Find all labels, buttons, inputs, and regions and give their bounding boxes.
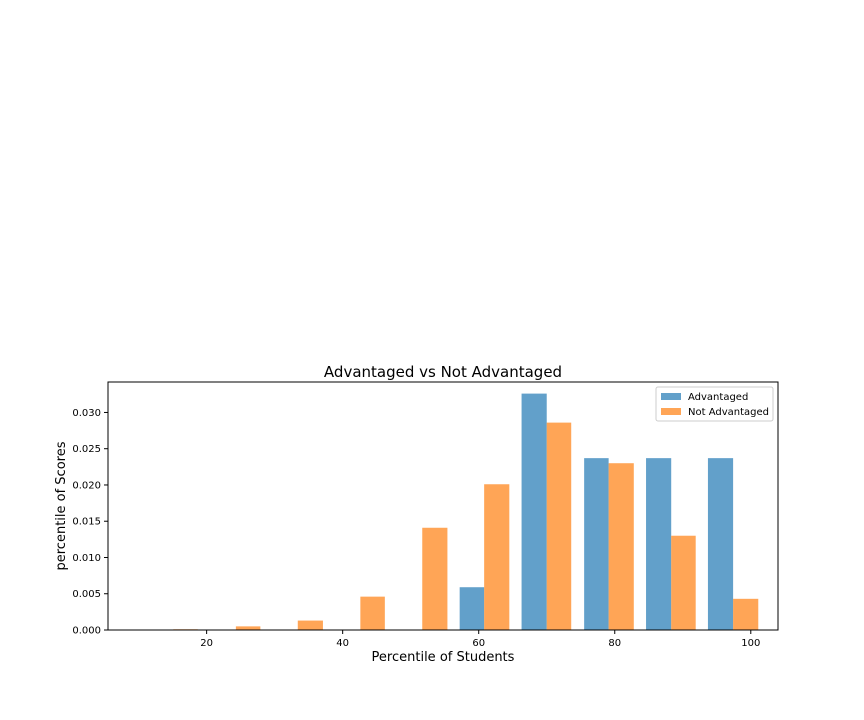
x-tick-label: 60 (472, 638, 485, 649)
bar-not-advantaged (546, 422, 572, 630)
legend: Advantaged Not Advantaged (655, 386, 774, 422)
bar-not-advantaged (422, 527, 448, 630)
y-tick-label: 0.020 (72, 480, 101, 491)
legend-label-not-advantaged: Not Advantaged (688, 407, 769, 418)
legend-swatch-advantaged (661, 393, 681, 400)
y-tick-label: 0.005 (72, 589, 101, 600)
y-axis-label: percentile of Scores (54, 441, 69, 570)
x-tick-label: 40 (336, 638, 349, 649)
bar-not-advantaged (671, 535, 696, 630)
bar-advantaged (707, 458, 734, 630)
axes-frame (107, 381, 779, 631)
x-axis-ticks: 20 40 60 80 100 (200, 630, 760, 649)
chart-title: Advantaged vs Not Advantaged (324, 363, 562, 381)
bar-not-advantaged (608, 463, 634, 630)
y-tick-label: 0.000 (72, 626, 101, 637)
bar-not-advantaged (360, 596, 385, 630)
legend-label-advantaged: Advantaged (688, 392, 748, 403)
bar-advantaged (584, 458, 609, 630)
x-tick-label: 20 (200, 638, 213, 649)
bar-not-advantaged (733, 598, 759, 630)
y-tick-label: 0.030 (72, 408, 101, 419)
bar-not-advantaged (484, 484, 510, 630)
legend-box (655, 386, 774, 422)
bars-layer (173, 393, 759, 630)
y-tick-label: 0.015 (72, 517, 101, 528)
legend-swatch-not-advantaged (661, 408, 681, 415)
bar-not-advantaged (235, 626, 261, 630)
y-tick-label: 0.025 (72, 444, 101, 455)
y-tick-label: 0.010 (72, 553, 101, 564)
y-axis-ticks: 0.000 0.005 0.010 0.015 0.020 0.025 0.030 (72, 408, 108, 637)
x-tick-label: 80 (608, 638, 621, 649)
x-tick-label: 100 (741, 638, 760, 649)
bar-not-advantaged (297, 620, 323, 630)
x-axis-label: Percentile of Students (372, 650, 515, 665)
bar-advantaged (521, 393, 547, 630)
bar-advantaged (646, 458, 672, 630)
bar-advantaged (459, 587, 485, 630)
